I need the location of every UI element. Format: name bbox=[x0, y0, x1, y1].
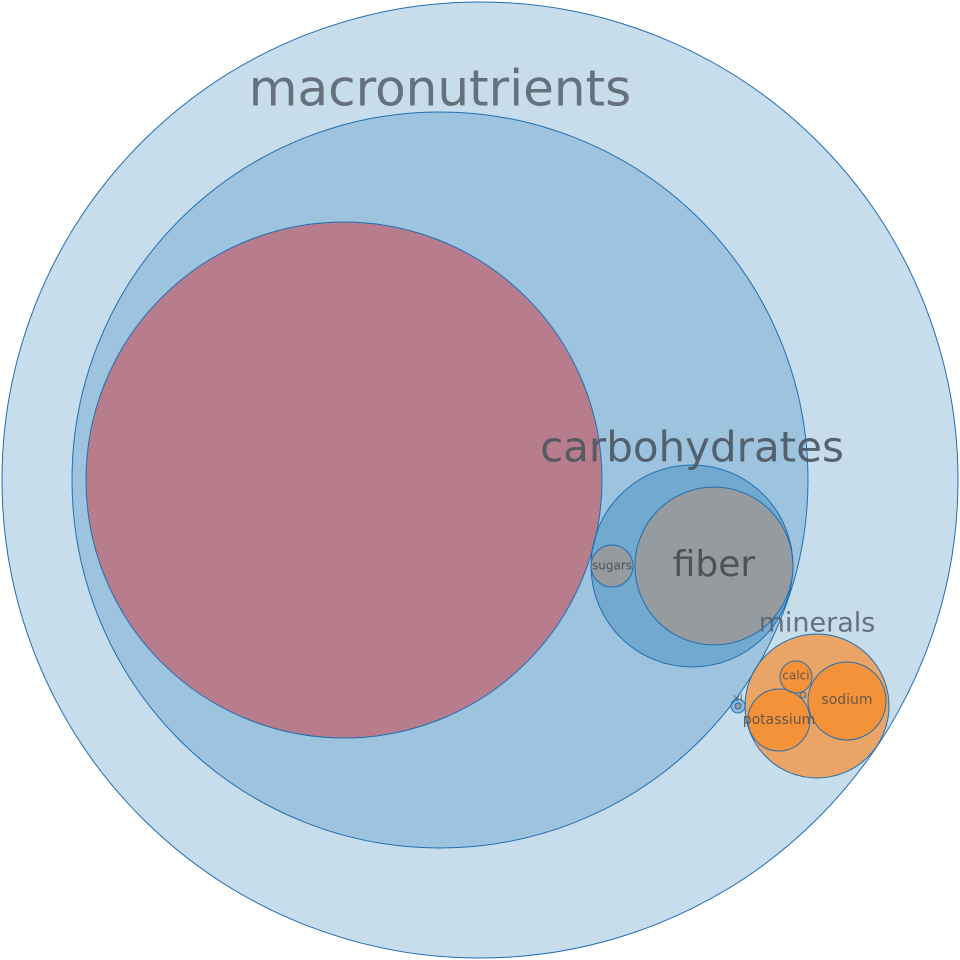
label-carbohydrates: carbohydrates bbox=[540, 423, 844, 472]
label-sodium: sodium bbox=[821, 692, 872, 708]
label-macronutrients: macronutrients bbox=[249, 60, 631, 118]
label-sugars: sugars bbox=[592, 559, 632, 573]
bubble-sugars bbox=[590, 544, 634, 588]
bubble-starch bbox=[85, 221, 603, 739]
bubble-sodium bbox=[807, 661, 887, 741]
bubble-trace-mineral bbox=[799, 691, 807, 699]
label-calcium: calci bbox=[782, 669, 809, 683]
bubble-calcium bbox=[779, 660, 813, 694]
bubble-potassium bbox=[747, 688, 811, 752]
label-fiber: fiber bbox=[673, 544, 756, 585]
label-potassium: potassium bbox=[743, 712, 816, 728]
bubble-vitamin-item bbox=[734, 702, 742, 710]
bubble-carbohydrates bbox=[71, 111, 809, 849]
label-vitamins: vi bbox=[733, 691, 743, 704]
bubble-fiber bbox=[634, 486, 794, 646]
label-minerals: minerals bbox=[759, 608, 876, 639]
